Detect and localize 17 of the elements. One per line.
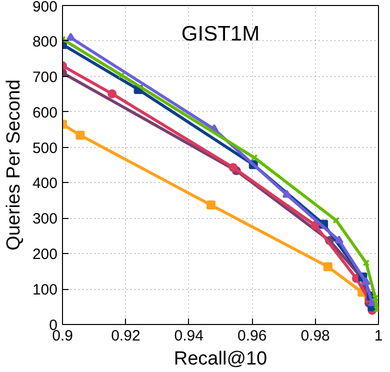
x-tick-label: 0.94 xyxy=(174,328,204,344)
y-tick-label: 300 xyxy=(32,210,58,228)
x-tick-label: 0.96 xyxy=(238,328,267,344)
x-tick-label: 0.98 xyxy=(300,328,330,344)
y-tick-label: 900 xyxy=(32,0,58,16)
y-tick-label: 800 xyxy=(32,33,58,50)
y-tick-label: 100 xyxy=(32,282,58,299)
y-tick-label: 700 xyxy=(32,68,58,86)
y-tick-label: 200 xyxy=(32,246,58,264)
x-axis-title: Recall@10 xyxy=(174,348,268,370)
text: GIST1M xyxy=(181,22,260,46)
y-tick-label: 600 xyxy=(32,104,58,122)
x-tick-label: 1 xyxy=(374,328,383,344)
x-tick-label: 0.92 xyxy=(111,328,140,344)
y-tick-label: 500 xyxy=(32,140,58,157)
y-axis-title: Queries Per Second xyxy=(3,79,24,251)
y-tick-label: 400 xyxy=(32,175,58,192)
